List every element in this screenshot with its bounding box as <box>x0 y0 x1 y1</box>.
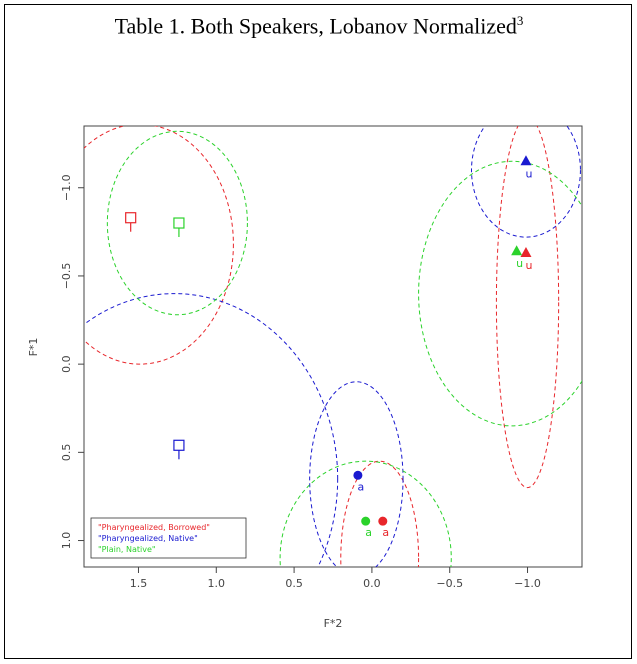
title-footnote: 3 <box>516 13 524 28</box>
data-point-circle <box>361 516 371 526</box>
data-point-circle <box>378 516 388 526</box>
confidence-ellipse <box>471 126 581 238</box>
y-tick-label: 0.5 <box>60 444 73 462</box>
confidence-ellipse <box>309 381 404 567</box>
y-axis-label: F*1 <box>27 338 40 357</box>
chart-title-text: Table 1. Both Speakers, Lobanov Normaliz… <box>114 13 517 39</box>
point-label: a <box>382 526 389 539</box>
y-tick-label: −1.0 <box>60 174 73 201</box>
point-label: a <box>365 526 372 539</box>
plot-area <box>83 125 583 568</box>
point-label: a <box>358 480 365 493</box>
confidence-ellipse <box>106 130 248 316</box>
data-point-triangle <box>520 155 532 166</box>
x-tick-label: 1.0 <box>208 577 226 590</box>
legend-entry: "Pharyngealized, Native" <box>98 534 198 543</box>
x-tick-label: 0.0 <box>363 577 381 590</box>
point-label: u <box>516 257 523 270</box>
data-point-triangle <box>511 245 523 256</box>
confidence-ellipse <box>340 460 420 567</box>
x-tick-label: −1.0 <box>514 577 541 590</box>
data-point-square <box>173 217 185 229</box>
x-tick-label: 0.5 <box>285 577 303 590</box>
y-tick-label: 1.0 <box>60 532 73 550</box>
data-point-square <box>125 212 137 224</box>
data-point-circle <box>353 470 363 480</box>
point-label: u <box>525 167 532 180</box>
x-tick-label: −0.5 <box>436 577 463 590</box>
chart-title: Table 1. Both Speakers, Lobanov Normaliz… <box>5 13 633 39</box>
legend-entry: "Pharyngealized, Borrowed" <box>98 523 210 532</box>
confidence-ellipse <box>418 160 582 427</box>
point-label: u <box>525 259 532 272</box>
y-tick-label: −0.5 <box>60 263 73 290</box>
data-point-square <box>173 439 185 451</box>
confidence-ellipse <box>84 293 339 567</box>
x-tick-label: 1.5 <box>130 577 148 590</box>
confidence-ellipse <box>495 126 560 489</box>
x-axis-label: F*2 <box>324 617 343 630</box>
y-tick-label: 0.0 <box>60 355 73 373</box>
legend-entry: "Plain, Native" <box>98 545 156 554</box>
legend-box <box>90 517 247 559</box>
legend: "Pharyngealized, Borrowed" "Pharyngealize… <box>90 517 247 559</box>
confidence-ellipse <box>279 460 452 567</box>
data-point-triangle <box>520 247 532 258</box>
confidence-ellipse <box>84 126 234 365</box>
